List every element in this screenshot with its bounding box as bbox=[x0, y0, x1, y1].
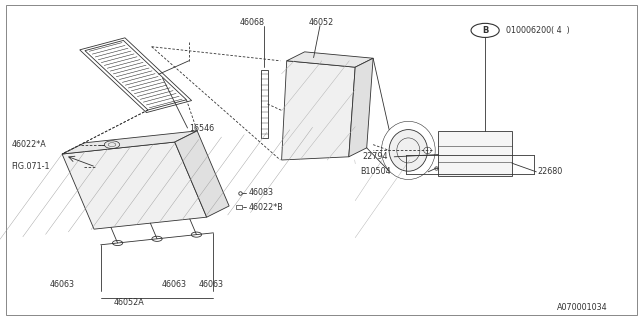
Text: 46022*B: 46022*B bbox=[248, 203, 283, 212]
Text: 16546: 16546 bbox=[189, 124, 214, 133]
Text: 46068: 46068 bbox=[240, 18, 265, 27]
Text: 46063: 46063 bbox=[198, 280, 223, 289]
Text: 22680: 22680 bbox=[538, 167, 563, 176]
Text: B: B bbox=[482, 26, 488, 35]
Text: 46052A: 46052A bbox=[114, 298, 145, 307]
Text: 46083: 46083 bbox=[248, 188, 273, 197]
Text: 46052: 46052 bbox=[308, 18, 333, 27]
Polygon shape bbox=[282, 61, 355, 160]
Text: FIG.071-1: FIG.071-1 bbox=[12, 162, 50, 171]
Text: 46022*A: 46022*A bbox=[12, 140, 46, 149]
Polygon shape bbox=[287, 52, 373, 67]
Text: 46063: 46063 bbox=[161, 280, 186, 289]
Polygon shape bbox=[62, 131, 197, 154]
Text: B10504: B10504 bbox=[360, 167, 391, 176]
Text: A070001034: A070001034 bbox=[557, 303, 607, 312]
Polygon shape bbox=[349, 58, 373, 157]
Text: 22794: 22794 bbox=[362, 152, 388, 161]
Text: 46063: 46063 bbox=[50, 280, 75, 289]
Text: 010006200( 4  ): 010006200( 4 ) bbox=[506, 26, 570, 35]
Polygon shape bbox=[62, 142, 207, 229]
Ellipse shape bbox=[389, 130, 428, 171]
Polygon shape bbox=[438, 131, 512, 176]
Polygon shape bbox=[175, 131, 229, 217]
